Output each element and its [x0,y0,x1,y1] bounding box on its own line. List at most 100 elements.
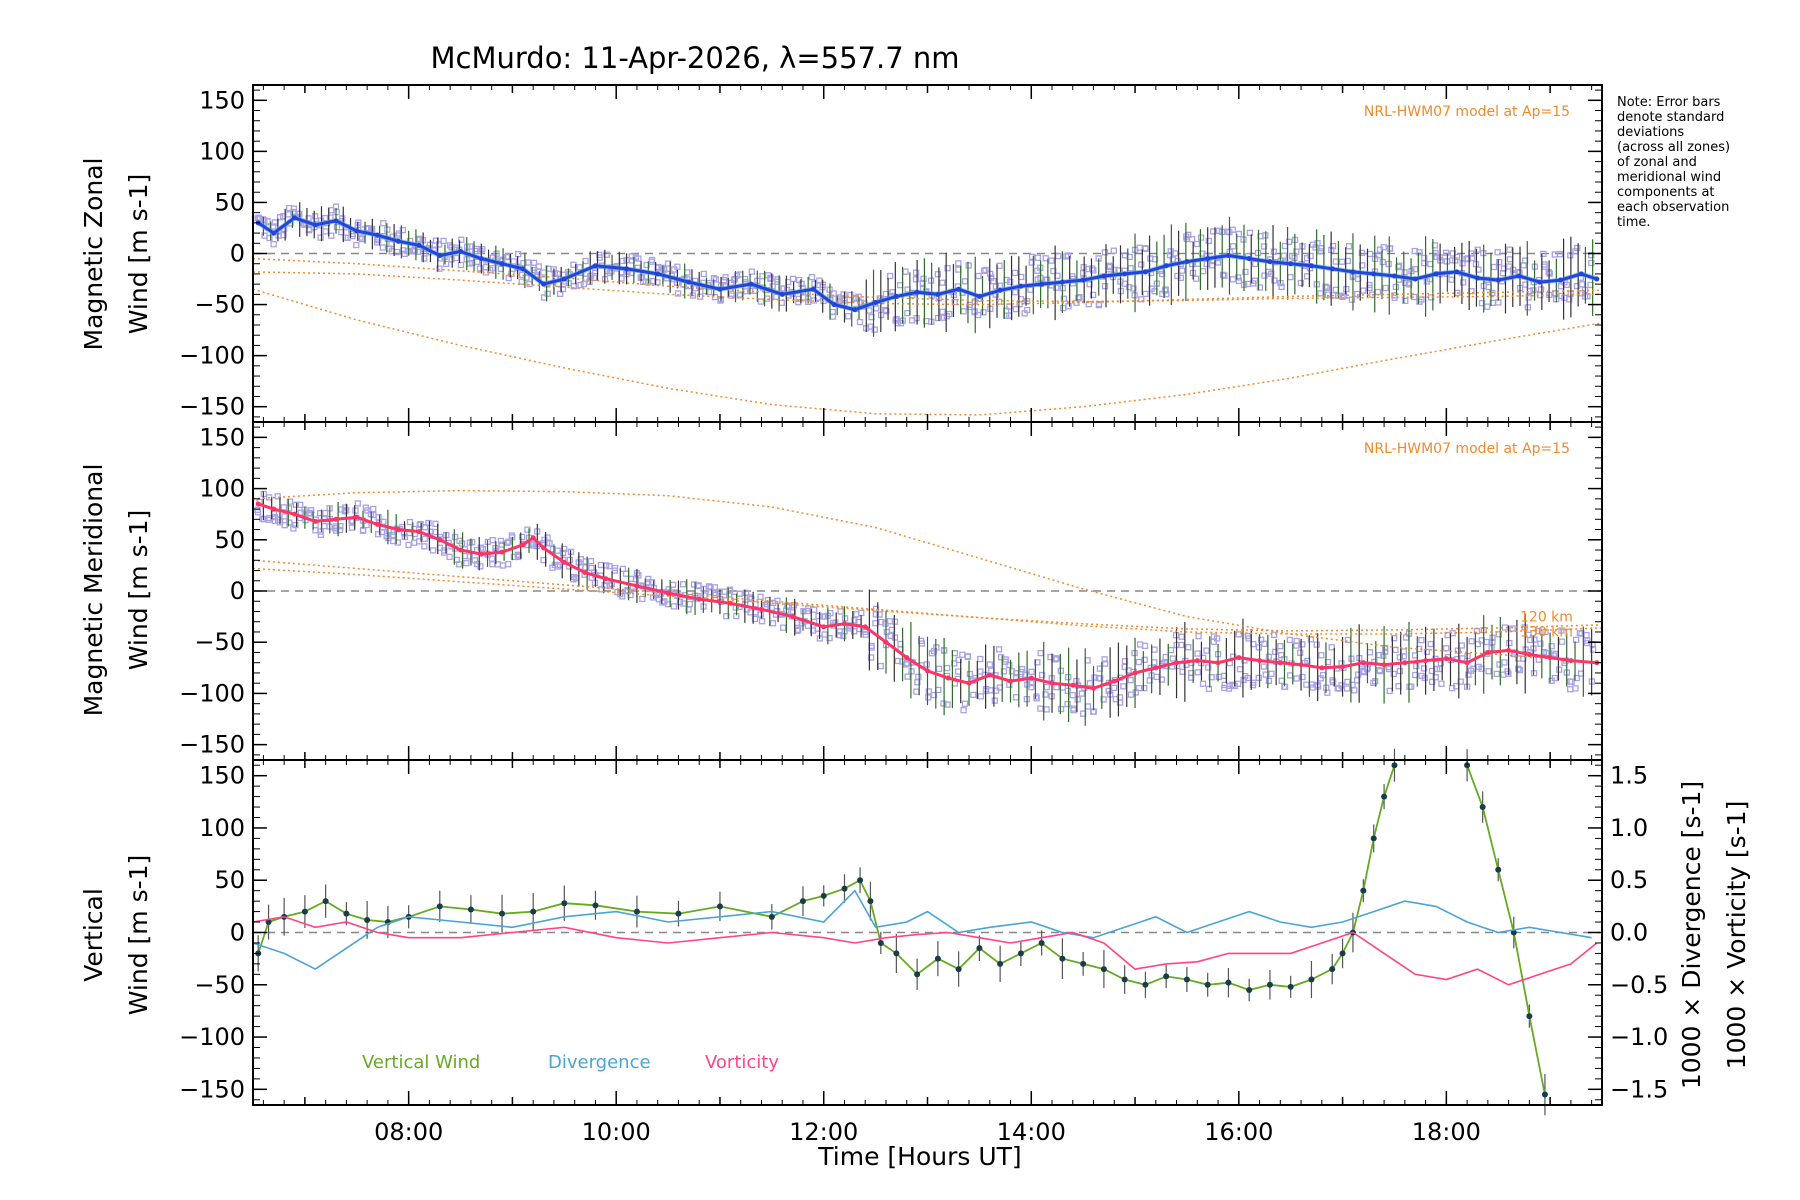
scatter-point [1268,270,1275,277]
scatter-point [680,600,687,607]
vertical-wind-panel: 1.5 1.0 0.5 0.0 −0.5 −1.0 −1.5 08:00 10:00 12:00 1… [179,748,1668,1146]
scatter-point [1433,253,1440,260]
wind-point [1308,263,1314,269]
scatter-point [266,494,273,501]
scatter-point [1401,269,1408,276]
wind-point [1049,680,1055,686]
scatter-point [1317,290,1324,297]
scatter-point [317,234,324,241]
scatter-point [1391,292,1398,299]
wind-point [1547,655,1553,661]
scatter-point [1307,252,1314,260]
scatter-point [1132,689,1139,696]
scatter-point [1255,644,1263,651]
scatter-point [1178,641,1185,649]
scatter-point [1006,661,1013,669]
vertical-wind-point [877,939,884,946]
y-tick-label: −150 [179,393,245,421]
scatter-point [421,543,428,550]
scatter-point [795,626,802,633]
scatter-point [748,268,755,275]
wind-point [592,263,598,269]
wind-point [665,590,671,596]
scatter-point [1195,632,1202,640]
scatter-point [1002,658,1009,665]
scatter-point [1000,668,1008,675]
scatter-point [1185,644,1192,651]
wind-point [1340,664,1346,670]
scatter-point [375,514,382,521]
scatter-point [441,547,448,554]
scatter-point [1225,685,1233,692]
scatter-point [266,234,273,242]
scatter-point [1048,257,1055,264]
scatter-point [1332,286,1340,293]
scatter-point [784,278,792,286]
scatter-point [648,579,656,586]
scatter-point [1374,288,1381,296]
scatter-point [991,697,998,704]
scatter-point [1578,281,1586,288]
scatter-point [934,314,942,322]
scatter-point [1214,635,1221,642]
scatter-point [1242,268,1249,276]
scatter-point [274,493,281,500]
wind-point [1464,660,1470,666]
scatter-point [1086,281,1093,288]
scatter-point [658,265,665,272]
scatter-point [1064,700,1071,708]
vertical-wind-point [799,898,806,905]
scatter-point [1261,640,1268,647]
wind-point [520,266,526,272]
scatter-point [469,538,476,546]
vertical-wind-point [893,950,900,957]
scatter-point [951,660,958,667]
wind-point [686,279,692,285]
scatter-point [877,662,884,670]
scatter-point [1489,289,1496,297]
scatter-point [1034,254,1042,261]
model-curve [252,271,1603,306]
scatter-point [1141,642,1149,650]
scatter-point [1033,695,1040,702]
y-tick-label: −150 [179,731,245,759]
scatter-point [1525,631,1532,638]
wind-point [1225,253,1231,259]
x-axis-title: Time [Hours UT] [817,1142,1021,1171]
y-tick-label: 50 [214,188,245,216]
scatter-point [1345,243,1353,250]
scatter-point [1379,258,1386,266]
scatter-point [1495,259,1503,266]
scatter-point [1395,263,1402,271]
wind-point [1454,269,1460,275]
model-curve [252,489,1603,664]
scatter-point [1542,628,1549,636]
wind-point [1360,660,1366,666]
scatter-point [1162,286,1169,293]
scatter-point [1555,666,1563,673]
wind-point [1277,660,1283,666]
scatter-point [1257,636,1265,643]
wind-point [925,668,930,674]
scatter-point [1091,674,1098,681]
scatter-point [757,593,764,600]
scatter-point [453,254,460,262]
scatter-point [1053,655,1060,662]
vertical-ylabel-line1: Vertical [79,888,108,982]
scatter-point [1448,276,1455,283]
scatter-point [886,272,894,280]
scatter-point [1516,666,1524,674]
scatter-point [1392,283,1400,291]
scatter-point [964,653,971,661]
scatter-point [912,276,920,283]
scatter-point [1322,283,1329,290]
wind-point [603,576,609,582]
zonal-wind-panel: NRL-HWM07 model at Ap=15 150 100 50 0 −50 −100… [179,84,1603,423]
scatter-point [1199,680,1207,687]
scatter-point [1566,678,1574,685]
scatter-point [1053,284,1060,291]
scatter-point [837,608,844,615]
scatter-point [1111,684,1118,692]
wind-point [333,218,339,224]
wind-point [395,527,401,533]
